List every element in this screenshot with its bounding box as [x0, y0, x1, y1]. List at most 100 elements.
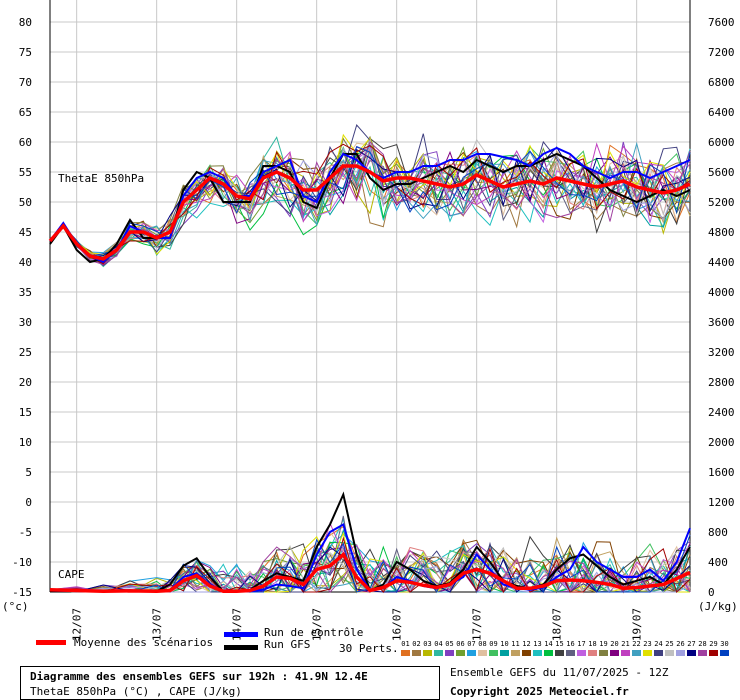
gfs-legend-label: Run GFS — [264, 638, 311, 651]
gfs-legend-swatch — [224, 645, 258, 650]
y-tick-right: 800 — [708, 526, 728, 539]
pert-legend-item: 13 — [533, 640, 542, 648]
y-tick-right: 2400 — [708, 406, 735, 419]
pert-legend-swatch — [401, 650, 410, 656]
pert-legend-swatch — [698, 650, 707, 656]
y-tick-left: 35 — [19, 286, 32, 299]
x-tick-label: 17/07 — [471, 608, 484, 640]
run-label: Ensemble GEFS du 11/07/2025 - 12Z — [450, 666, 669, 679]
mean-legend-label: Moyenne des scénarios — [74, 636, 214, 649]
y-tick-left: 40 — [19, 256, 32, 269]
pert-legend-swatch — [687, 650, 696, 656]
y-tick-left: 60 — [19, 136, 32, 149]
y-tick-right: 4400 — [708, 256, 735, 269]
x-tick-label: 13/07 — [151, 608, 164, 640]
pert-legend-item: 04 — [434, 640, 443, 648]
pert-legend-item: 25 — [665, 640, 674, 648]
thetae-member-line — [49, 133, 691, 256]
y-tick-right: 2800 — [708, 376, 735, 389]
pert-legend-item: 21 — [621, 640, 630, 648]
pert-legend-item: 27 — [687, 640, 696, 648]
pert-legend-item: 30 — [720, 640, 729, 648]
y-tick-right: 5200 — [708, 196, 735, 209]
y-tick-right: 4000 — [708, 286, 735, 299]
y-tick-right: 400 — [708, 556, 728, 569]
thetae-member-line — [49, 145, 691, 257]
pert-legend-swatch — [610, 650, 619, 656]
y-tick-left: 5 — [25, 466, 32, 479]
pert-legend-swatch — [599, 650, 608, 656]
x-tick-label: 18/07 — [551, 608, 564, 640]
thetae-member-line — [49, 155, 691, 260]
footer-subtitle: ThetaE 850hPa (°C) , CAPE (J/kg) — [30, 685, 242, 698]
pert-legend-swatch — [456, 650, 465, 656]
pert-legend-swatch — [654, 650, 663, 656]
pert-legend-swatch — [500, 650, 509, 656]
pert-legend-item: 10 — [500, 640, 509, 648]
y-tick-right: 0 — [708, 586, 715, 599]
y-tick-right: 2000 — [708, 436, 735, 449]
pert-legend-item: 11 — [511, 640, 520, 648]
pert-legend-swatch — [533, 650, 542, 656]
y-tick-left: 50 — [19, 196, 32, 209]
pert-legend-swatch — [434, 650, 443, 656]
x-unit-right: (J/kg) — [698, 600, 738, 613]
y-tick-left: 80 — [19, 16, 32, 29]
y-tick-left: 30 — [19, 316, 32, 329]
ensemble-chart: -15 -10 -5 0 5 10 15 20 25 30 35 40 45 50 55 60 65 70 75 80… — [2, 0, 738, 640]
pert-legend-item: 08 — [478, 640, 487, 648]
x-tick-label: 15/07 — [311, 608, 324, 640]
cape-panel-label: CAPE — [58, 568, 85, 581]
pert-legend-item: 02 — [412, 640, 421, 648]
pert-legend-item: 15 — [555, 640, 564, 648]
pert-legend-swatch — [676, 650, 685, 656]
y-tick-left: 75 — [19, 46, 32, 59]
footer-title: Diagramme des ensembles GEFS sur 192h : … — [30, 670, 368, 683]
thetae-member-line — [49, 146, 691, 260]
control-legend-swatch — [224, 632, 258, 637]
y-tick-right: 4800 — [708, 226, 735, 239]
pert-legend-swatch — [720, 650, 729, 656]
y-tick-right: 6800 — [708, 76, 735, 89]
x-tick-label: 19/07 — [631, 608, 644, 640]
pert-legend-item: 14 — [544, 640, 553, 648]
thetae-member-line — [49, 144, 691, 266]
y-tick-right: 5600 — [708, 166, 735, 179]
pert-legend-item: 20 — [610, 640, 619, 648]
y-tick-left: 65 — [19, 106, 32, 119]
pert-legend-item: 24 — [654, 640, 663, 648]
pert-legend-swatch — [566, 650, 575, 656]
y-tick-left: 20 — [19, 376, 32, 389]
pert-legend-item: 05 — [445, 640, 454, 648]
y-tick-left: 45 — [19, 226, 32, 239]
pert-legend-item: 07 — [467, 640, 476, 648]
pert-legend-item: 12 — [522, 640, 531, 648]
perturbation-legend: 01 02 03 04 05 06 07 08 09 10 11 12 13 14 15 16 17 18 19 20… — [400, 640, 730, 660]
pert-legend-item: 17 — [577, 640, 586, 648]
perts-legend-label: 30 Perts. — [339, 642, 399, 655]
pert-legend-swatch — [643, 650, 652, 656]
pert-legend-swatch — [423, 650, 432, 656]
x-tick-label: 16/07 — [391, 608, 404, 640]
pert-legend-item: 09 — [489, 640, 498, 648]
y-tick-right: 3600 — [708, 316, 735, 329]
pert-legend-item: 29 — [709, 640, 718, 648]
pert-legend-swatch — [588, 650, 597, 656]
pert-legend-swatch — [522, 650, 531, 656]
pert-legend-item: 01 — [401, 640, 410, 648]
y-tick-left: 15 — [19, 406, 32, 419]
pert-legend-swatch — [511, 650, 520, 656]
thetae-panel-label: ThetaE 850hPa — [58, 172, 144, 185]
plot-area — [50, 0, 690, 592]
pert-legend-item: 23 — [643, 640, 652, 648]
y-tick-left: 0 — [25, 496, 32, 509]
pert-legend-item: 03 — [423, 640, 432, 648]
y-tick-left: -10 — [12, 556, 32, 569]
pert-legend-item: 06 — [456, 640, 465, 648]
pert-legend-item: 19 — [599, 640, 608, 648]
pert-legend-item: 28 — [698, 640, 707, 648]
mean-legend-swatch — [36, 640, 66, 645]
pert-legend-swatch — [478, 650, 487, 656]
pert-legend-swatch — [489, 650, 498, 656]
pert-legend-swatch — [555, 650, 564, 656]
